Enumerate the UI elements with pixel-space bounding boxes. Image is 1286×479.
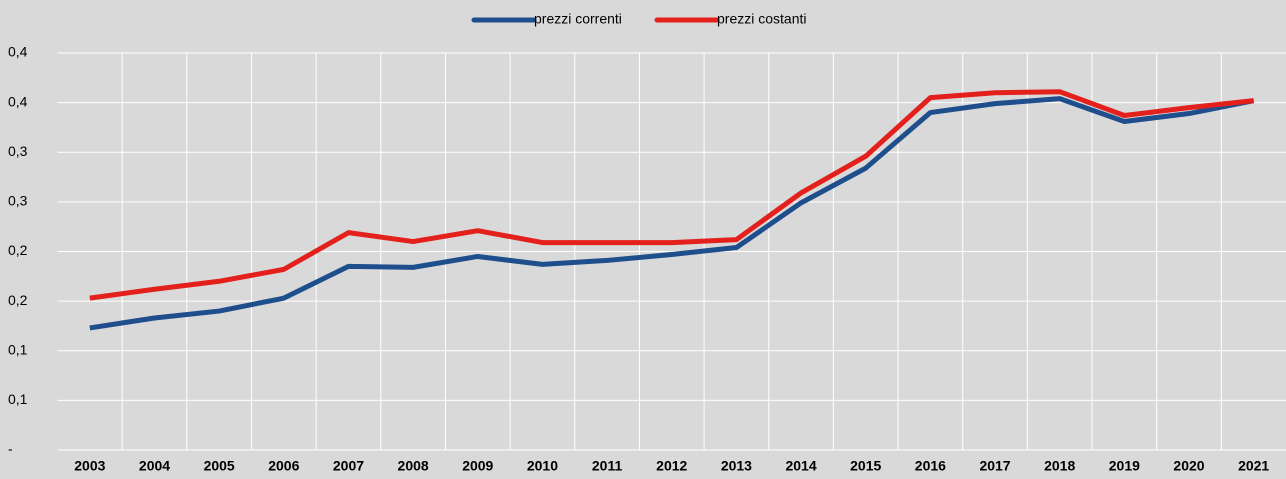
x-tick-label: 2015 xyxy=(850,458,881,474)
series-line xyxy=(89,89,1254,301)
y-tick-label: 0,4 xyxy=(8,44,28,60)
x-tick-label: 2019 xyxy=(1109,458,1140,474)
y-tick-label: 0,3 xyxy=(8,193,28,209)
series-line xyxy=(89,96,1255,331)
x-tick-label: 2020 xyxy=(1173,458,1204,474)
x-tick-label: 2014 xyxy=(785,458,816,474)
x-tick-label: 2008 xyxy=(398,458,429,474)
x-tick-label: 2005 xyxy=(204,458,235,474)
x-tick-label: 2017 xyxy=(979,458,1010,474)
x-tick-label: 2010 xyxy=(527,458,558,474)
x-tick-label: 2012 xyxy=(656,458,687,474)
y-tick-label: 0,2 xyxy=(8,292,28,308)
x-tick-label: 2006 xyxy=(268,458,299,474)
x-tick-label: 2021 xyxy=(1238,458,1269,474)
legend-label: prezzi correnti xyxy=(534,11,622,27)
x-tick-label: 2007 xyxy=(333,458,364,474)
y-tick-label: - xyxy=(8,441,13,457)
x-tick-label: 2013 xyxy=(721,458,752,474)
y-tick-label: 0,4 xyxy=(8,93,28,109)
x-tick-label: 2016 xyxy=(915,458,946,474)
x-tick-label: 2004 xyxy=(139,458,170,474)
y-tick-label: 0,2 xyxy=(8,242,28,258)
y-tick-label: 0,3 xyxy=(8,143,28,159)
y-tick-label: 0,1 xyxy=(8,341,28,357)
y-tick-label: 0,1 xyxy=(8,391,28,407)
x-tick-label: 2018 xyxy=(1044,458,1075,474)
x-tick-label: 2009 xyxy=(462,458,493,474)
x-tick-label: 2011 xyxy=(592,458,623,474)
x-tick-label: 2003 xyxy=(74,458,105,474)
legend-label: prezzi costanti xyxy=(717,11,806,27)
